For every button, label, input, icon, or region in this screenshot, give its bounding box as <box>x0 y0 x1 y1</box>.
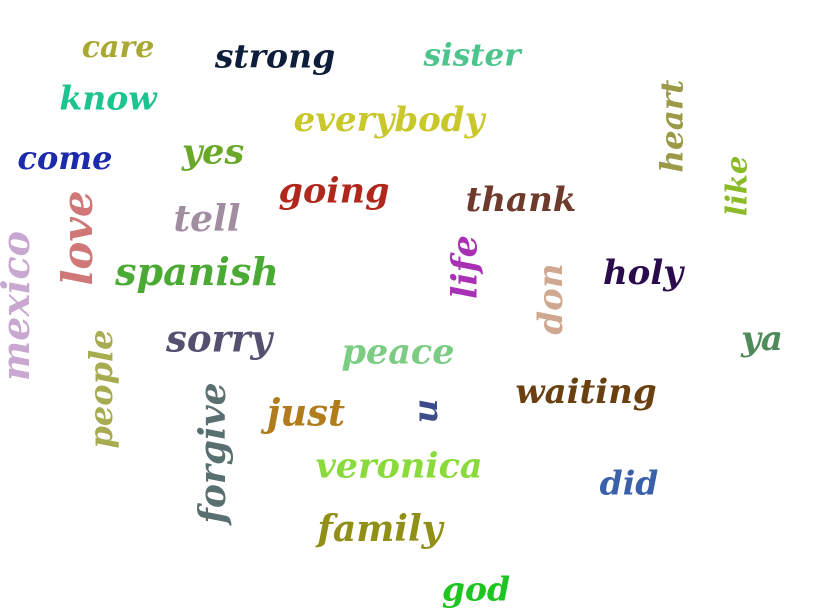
word-people: people <box>82 329 120 449</box>
word-care: care <box>81 30 155 65</box>
word-know: know <box>59 78 157 118</box>
word-thank: thank <box>465 180 577 220</box>
word-peace: peace <box>341 331 455 373</box>
word-sister: sister <box>423 37 521 74</box>
word-ya: ya <box>741 319 783 359</box>
word-love: love <box>53 190 102 286</box>
word-come: come <box>17 139 113 177</box>
word-holy: holy <box>602 253 684 293</box>
word-heart: heart <box>654 79 691 173</box>
word-spanish: spanish <box>115 249 279 294</box>
word-mexico: mexico <box>0 231 38 381</box>
word-like: like <box>719 155 754 217</box>
word-everybody: everybody <box>293 100 485 140</box>
word-waiting: waiting <box>515 372 657 412</box>
word-tell: tell <box>173 198 241 240</box>
word-life: life <box>444 235 486 299</box>
word-family: family <box>317 508 443 550</box>
word-sorry: sorry <box>166 316 272 361</box>
word-just: just <box>266 390 346 435</box>
word-going: going <box>278 170 390 212</box>
word-u: u <box>406 398 446 424</box>
word-yes: yes <box>181 131 245 173</box>
word-forgive: forgive <box>192 382 234 524</box>
word-strong: strong <box>214 36 336 76</box>
word-veronica: veronica <box>315 445 483 487</box>
word-god: god <box>441 569 511 609</box>
word-don: don <box>531 263 571 335</box>
word-did: did <box>599 463 659 503</box>
